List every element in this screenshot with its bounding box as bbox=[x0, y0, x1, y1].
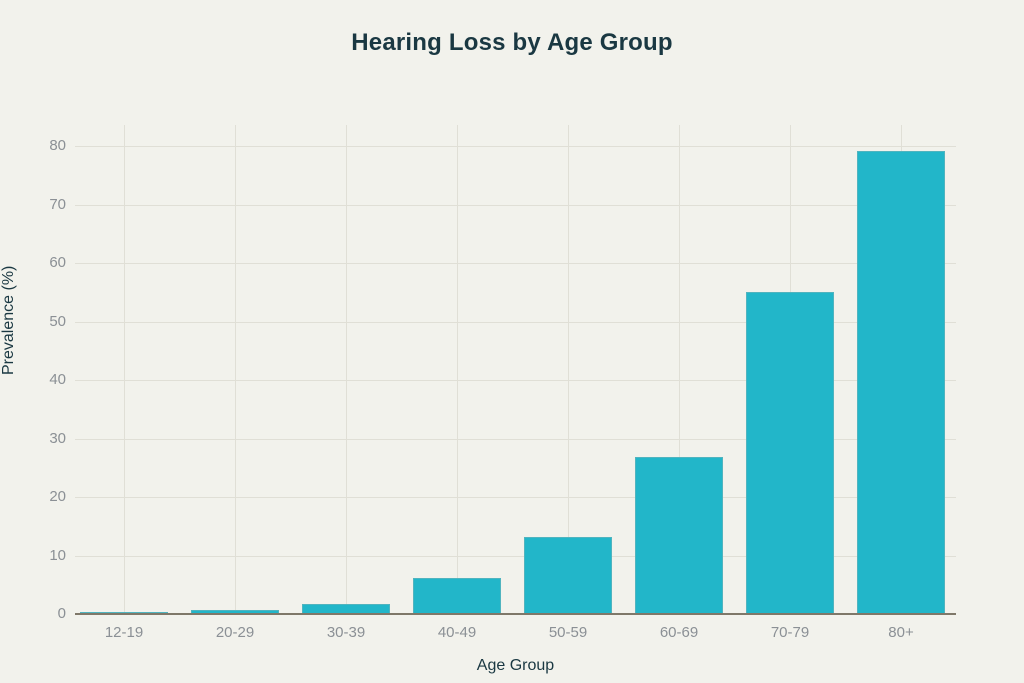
y-tick-label: 50 bbox=[49, 312, 66, 330]
chart-title: Hearing Loss by Age Group bbox=[351, 29, 673, 56]
x-tick-label: 30-39 bbox=[326, 624, 366, 641]
y-tick-label: 30 bbox=[49, 429, 66, 447]
h-gridline bbox=[75, 497, 956, 498]
y-tick-label: 70 bbox=[49, 195, 66, 213]
x-tick-label: 70-79 bbox=[770, 624, 810, 641]
y-tick-label: 40 bbox=[49, 371, 66, 389]
x-axis-title: Age Group bbox=[476, 657, 555, 674]
v-gridline bbox=[457, 125, 458, 614]
y-tick-label: 20 bbox=[49, 488, 66, 505]
h-gridline bbox=[75, 438, 956, 440]
h-gridline bbox=[75, 555, 956, 557]
x-tick-label: 20-29 bbox=[215, 624, 255, 641]
y-tick-label: 80 bbox=[49, 137, 66, 155]
y-tick-label: 10 bbox=[49, 546, 66, 564]
y-tick-label: 0 bbox=[57, 605, 66, 622]
v-gridline bbox=[679, 125, 680, 614]
x-tick-label: 12-19 bbox=[104, 624, 144, 641]
x-tick-label: 50-59 bbox=[548, 624, 588, 641]
h-gridline bbox=[75, 263, 956, 265]
y-tick-label: 60 bbox=[49, 254, 66, 272]
bar-80+ bbox=[857, 151, 945, 614]
h-gridline bbox=[75, 321, 956, 323]
y-axis-title-text: Prevalence (%) bbox=[0, 265, 17, 375]
v-gridline bbox=[124, 125, 125, 614]
bar-40-49 bbox=[413, 577, 501, 614]
x-tick-label: 40-49 bbox=[437, 624, 477, 641]
plot-area bbox=[75, 125, 956, 615]
v-gridline bbox=[235, 125, 236, 614]
v-gridline bbox=[346, 125, 347, 614]
v-gridline bbox=[568, 125, 569, 614]
x-tick-label: 60-69 bbox=[659, 624, 699, 641]
x-tick-label: 80+ bbox=[888, 624, 914, 641]
bar-20-29 bbox=[191, 609, 279, 614]
bar-50-59 bbox=[524, 536, 612, 614]
bar-30-39 bbox=[302, 604, 390, 614]
bar-60-69 bbox=[635, 457, 723, 614]
h-gridline bbox=[75, 146, 956, 148]
x-axis-line bbox=[75, 613, 956, 615]
bar-70-79 bbox=[746, 291, 834, 614]
h-gridline bbox=[75, 204, 956, 206]
h-gridline bbox=[75, 380, 956, 382]
